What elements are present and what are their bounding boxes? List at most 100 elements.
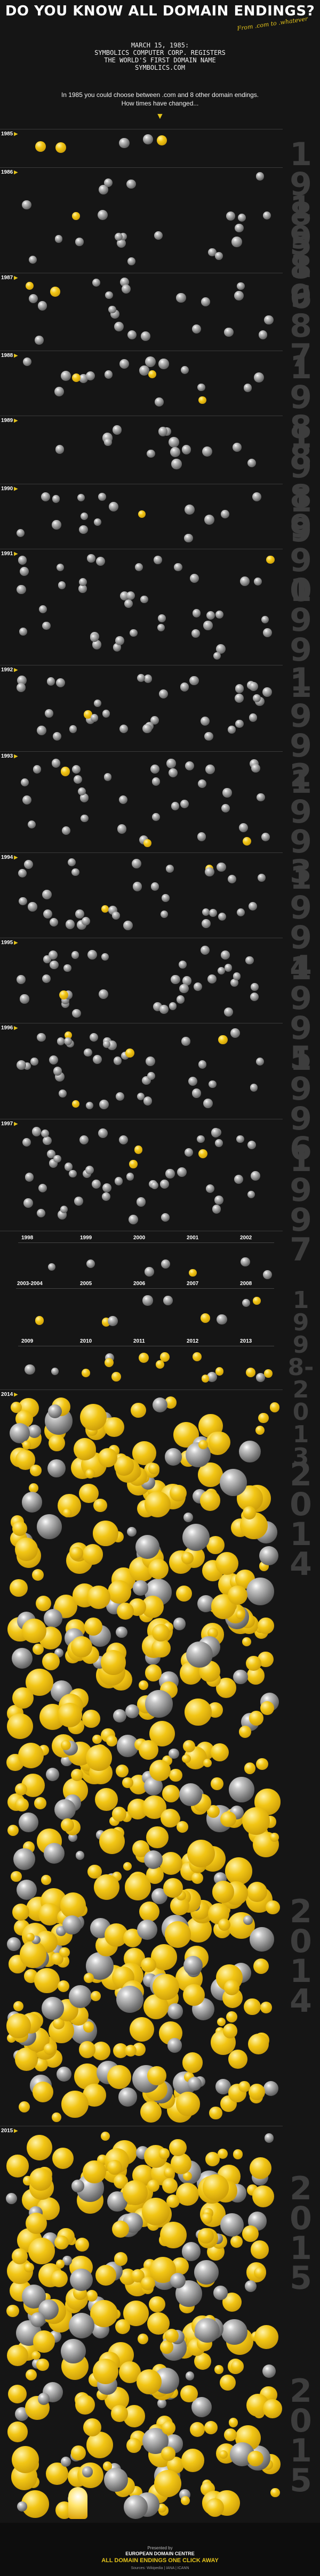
country-code-domain-icon [230,979,238,987]
country-code-domain-icon [217,862,226,872]
country-code-domain-icon [54,1799,76,1821]
generic-domain-icon [254,2325,279,2349]
generic-domain-icon [27,2134,52,2160]
year-label: 1994 ▶ [1,855,18,860]
generic-domain-icon [248,2033,269,2055]
country-code-domain-icon [214,1196,223,1205]
generic-domain-icon [65,1031,73,1039]
country-code-domain-icon [171,974,181,985]
country-code-domain-icon [165,1169,175,1179]
generic-domain-icon [15,1798,29,1812]
country-code-domain-icon [92,279,100,287]
generic-domain-icon [243,836,252,846]
generic-domain-icon [22,1618,46,1643]
country-code-domain-icon [67,858,76,867]
country-code-domain-icon [56,563,65,571]
generic-domain-icon [23,2262,34,2273]
generic-domain-icon [98,1448,117,1467]
country-code-domain-icon [183,1512,193,1522]
grid-year: 1999 [80,1235,92,1241]
generic-domain-icon [217,2148,228,2159]
country-code-domain-icon [185,761,194,771]
generic-domain-icon [52,2112,62,2122]
generic-domain-icon [182,2052,203,2073]
generic-domain-icon [116,1603,134,1620]
generic-domain-icon [198,1149,208,1158]
country-code-domain-icon [112,912,120,920]
big-year: 1996 [290,1041,312,1167]
country-code-domain-icon [228,726,236,734]
country-code-domain-icon [216,644,226,654]
country-code-domain-icon [264,315,274,324]
generic-domain-icon [145,1664,162,1681]
country-code-domain-icon [43,909,52,919]
country-code-domain-icon [197,383,206,392]
generic-domain-icon [50,2270,68,2287]
generic-domain-icon [93,1521,118,1546]
generic-domain-icon [189,2421,205,2437]
domain-icon [262,1270,273,1279]
generic-domain-icon [219,2374,236,2391]
country-code-domain-icon [11,1648,33,1669]
year-label: 1985 ▶ [1,131,18,137]
country-code-domain-icon [41,1129,49,1138]
generic-domain-icon [270,1833,279,1842]
grid-year: 2001 [187,1235,199,1241]
generic-domain-icon [126,2438,142,2453]
country-code-domain-icon [123,921,133,931]
domain-icon [192,1352,202,1361]
country-code-domain-icon [183,1955,203,1976]
country-code-domain-icon [235,684,244,693]
generic-domain-icon [149,1759,171,1781]
generic-domain-icon [151,1623,170,1642]
country-code-domain-icon [206,1184,215,1193]
domain-icon [241,1257,250,1267]
country-code-domain-icon [89,1033,98,1042]
country-code-domain-icon [23,1198,34,1208]
country-code-domain-icon [53,1155,62,1163]
country-code-domain-icon [231,237,242,247]
generic-domain-icon [57,1980,69,1992]
country-code-domain-icon [137,1920,157,1940]
country-code-domain-icon [30,1058,38,1066]
country-code-domain-icon [19,1813,39,1832]
generic-domain-icon [34,1797,46,1809]
country-code-domain-icon [230,1028,240,1038]
country-code-domain-icon [20,994,29,1004]
country-code-domain-icon [150,716,159,725]
year-label: 1997 ▶ [1,1121,18,1127]
generic-domain-icon [129,1160,138,1169]
country-code-domain-icon [234,290,244,300]
country-code-domain-icon [21,1492,43,1513]
intro-block: MARCH 15, 1985: SYMBOLICS COMPUTER CORP.… [0,42,320,71]
country-code-domain-icon [157,614,166,622]
generic-domain-icon [75,2237,90,2252]
generic-domain-icon [72,212,81,220]
country-code-domain-icon [62,2256,72,2265]
year-label: 1996 ▶ [1,1025,18,1031]
country-code-domain-icon [220,2213,244,2237]
country-code-domain-icon [237,282,245,290]
country-code-domain-icon [115,636,124,645]
country-code-domain-icon [197,1135,205,1143]
country-code-domain-icon [185,2371,195,2380]
generic-domain-icon [13,2001,24,2011]
country-code-domain-icon [45,709,53,718]
generic-domain-icon [153,1973,179,2001]
generic-domain-icon [215,1551,239,1575]
generic-domain-icon [235,1610,245,1620]
country-code-domain-icon [262,2364,276,2378]
generic-domain-icon [203,1759,212,1768]
generic-domain-icon [60,1892,86,1919]
country-code-domain-icon [52,520,61,530]
country-code-domain-icon [126,1527,137,1537]
generic-domain-icon [33,2330,55,2353]
country-code-domain-icon [17,529,25,537]
generic-domain-icon [250,2240,269,2259]
country-code-domain-icon [79,793,89,802]
generic-domain-icon [217,2017,226,2027]
generic-domain-icon [147,2312,170,2335]
country-code-domain-icon [186,1641,213,1668]
country-code-domain-icon [161,1213,170,1222]
intro-text: In 1985 you could choose between .com an… [0,91,320,108]
